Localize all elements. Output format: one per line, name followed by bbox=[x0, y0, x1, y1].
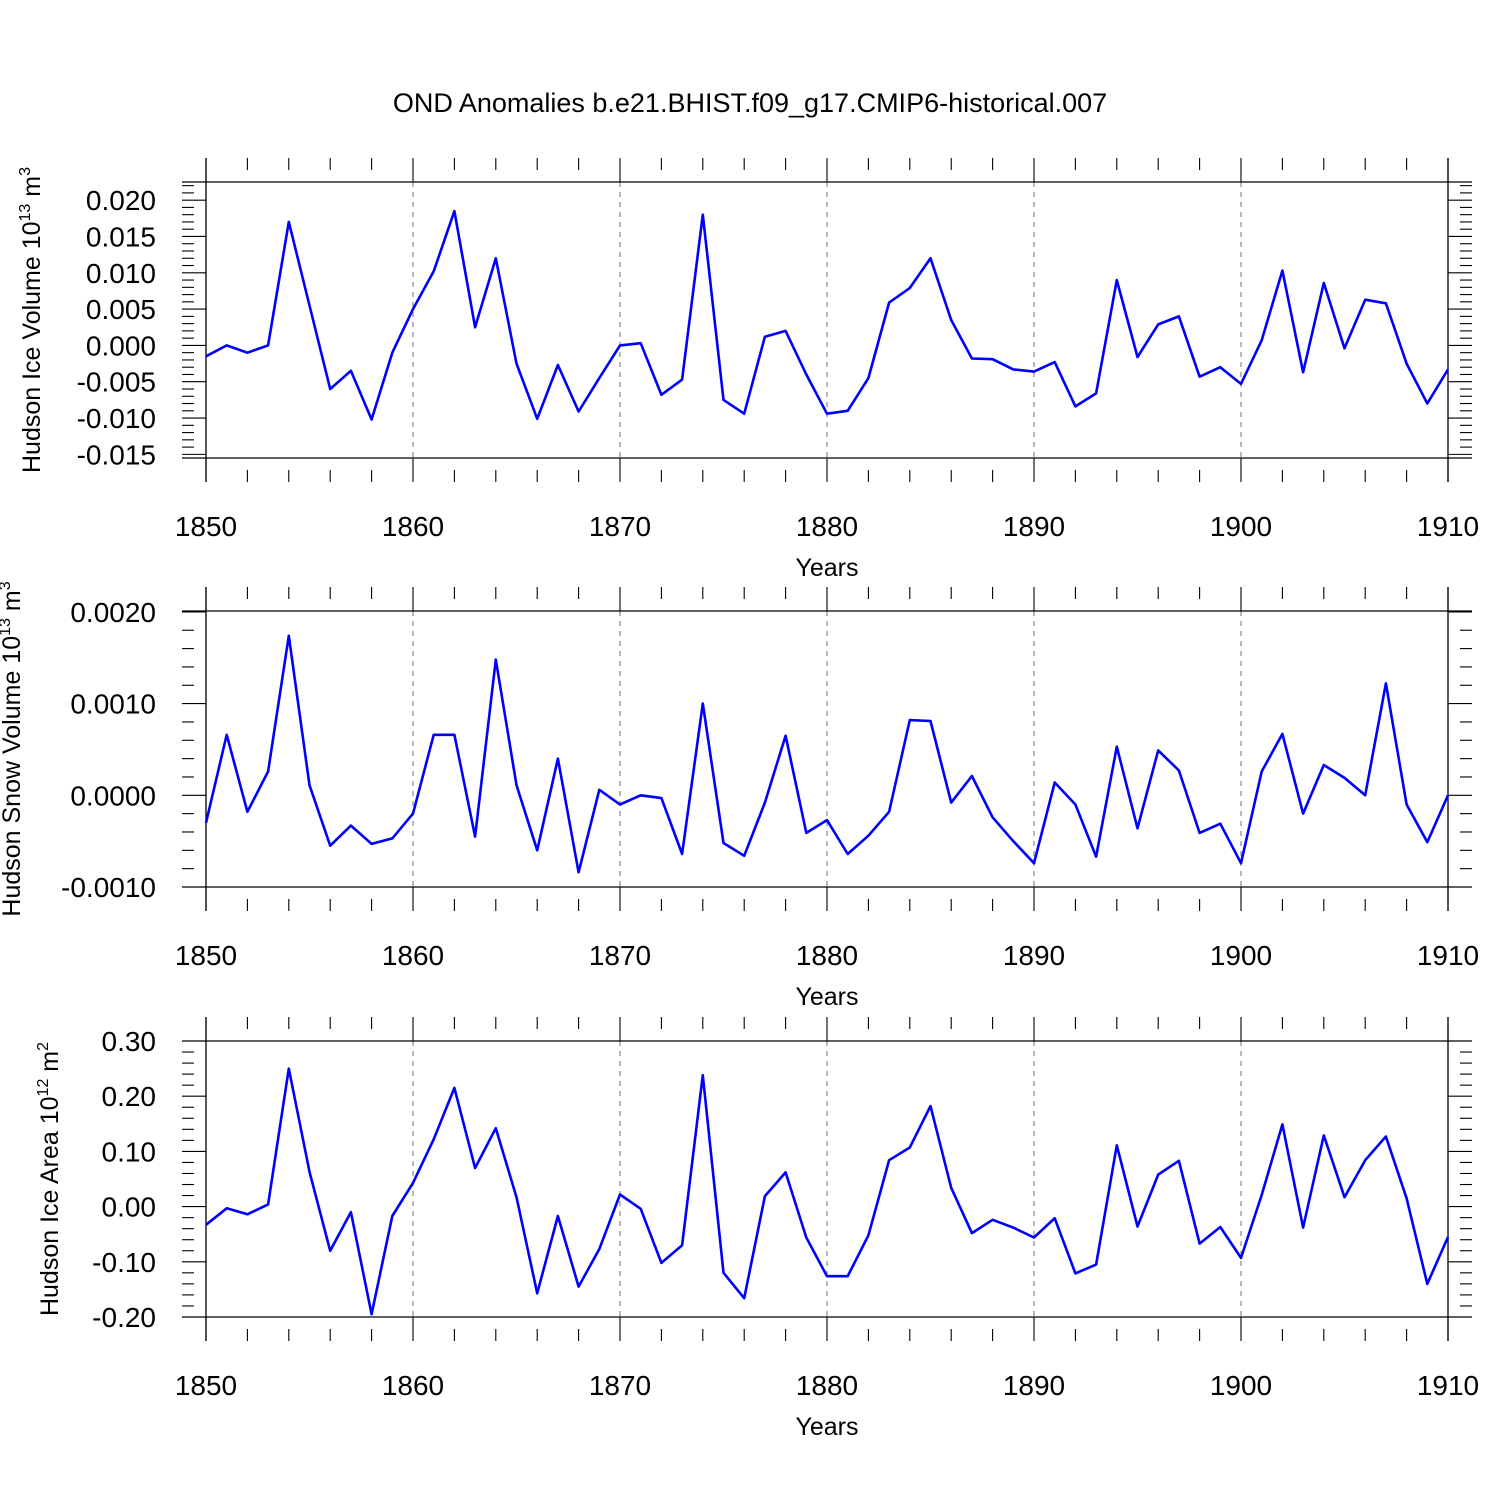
x-tick-label: 1900 bbox=[1210, 1370, 1272, 1401]
x-tick-label: 1880 bbox=[796, 940, 858, 971]
y-tick-label: 0.010 bbox=[86, 258, 156, 289]
x-axis-label: Years bbox=[795, 554, 858, 582]
y-tick-label: -0.015 bbox=[77, 439, 156, 470]
x-tick-label: 1860 bbox=[382, 940, 444, 971]
y-axis-label: Hudson Ice Volume 1013 m3 bbox=[17, 167, 46, 473]
y-tick-label: -0.10 bbox=[92, 1247, 156, 1278]
y-tick-label: 0.0000 bbox=[70, 780, 156, 811]
x-tick-label: 1910 bbox=[1417, 511, 1479, 542]
x-tick-label: 1880 bbox=[796, 1370, 858, 1401]
x-tick-label: 1890 bbox=[1003, 511, 1065, 542]
x-tick-label: 1880 bbox=[796, 511, 858, 542]
x-tick-label: 1870 bbox=[589, 1370, 651, 1401]
x-axis-label: Years bbox=[795, 983, 858, 1011]
y-tick-label: 0.0020 bbox=[70, 597, 156, 628]
y-axis-label: Hudson Snow Volume 1013 m3 bbox=[0, 581, 26, 916]
x-tick-label: 1890 bbox=[1003, 1370, 1065, 1401]
x-tick-label: 1870 bbox=[589, 511, 651, 542]
x-tick-label: 1890 bbox=[1003, 940, 1065, 971]
x-tick-label: 1910 bbox=[1417, 1370, 1479, 1401]
y-tick-label: -0.010 bbox=[77, 403, 156, 434]
x-tick-label: 1900 bbox=[1210, 940, 1272, 971]
x-tick-label: 1860 bbox=[382, 1370, 444, 1401]
y-tick-label: 0.20 bbox=[102, 1081, 157, 1112]
x-tick-label: 1910 bbox=[1417, 940, 1479, 971]
series-line-ice-volume bbox=[205, 209, 1450, 421]
x-axis-label: Years bbox=[795, 1413, 858, 1441]
x-tick-label: 1850 bbox=[175, 511, 237, 542]
x-tick-label: 1850 bbox=[175, 1370, 237, 1401]
y-tick-label: 0.0010 bbox=[70, 689, 156, 720]
y-tick-label: 0.10 bbox=[102, 1136, 157, 1167]
series-line-snow-volume bbox=[204, 634, 1450, 874]
y-tick-label: 0.30 bbox=[102, 1026, 157, 1057]
panel-ice-volume: 0.020 0.015 0.010 0.005 0.000 -0.005 -0.010 -0.… bbox=[17, 158, 1479, 582]
x-tick-label: 1870 bbox=[589, 940, 651, 971]
y-tick-label: 0.005 bbox=[86, 294, 156, 325]
y-tick-label: 0.000 bbox=[86, 330, 156, 361]
y-tick-label: 0.00 bbox=[102, 1192, 157, 1223]
y-tick-label: 0.015 bbox=[86, 221, 156, 252]
x-tick-label: 1850 bbox=[175, 940, 237, 971]
panel-snow-volume: 0.0020 0.0010 0.0000 -0.0010 1850 1860 1870 188… bbox=[0, 581, 1479, 1011]
x-tick-label: 1900 bbox=[1210, 511, 1272, 542]
y-axis-label: Hudson Ice Area 1012 m2 bbox=[35, 1042, 64, 1316]
panel-ice-area: 0.30 0.20 0.10 0.00 -0.10 -0.20 1850 1860 1870 18… bbox=[35, 1017, 1479, 1441]
x-tick-label: 1860 bbox=[382, 511, 444, 542]
figure-title: OND Anomalies b.e21.BHIST.f09_g17.CMIP6-… bbox=[393, 88, 1107, 118]
series-line-ice-area bbox=[205, 1067, 1450, 1316]
y-tick-label: -0.005 bbox=[77, 367, 156, 398]
y-tick-label: 0.020 bbox=[86, 185, 156, 216]
y-tick-label: -0.20 bbox=[92, 1302, 156, 1333]
y-tick-label: -0.0010 bbox=[61, 872, 156, 903]
